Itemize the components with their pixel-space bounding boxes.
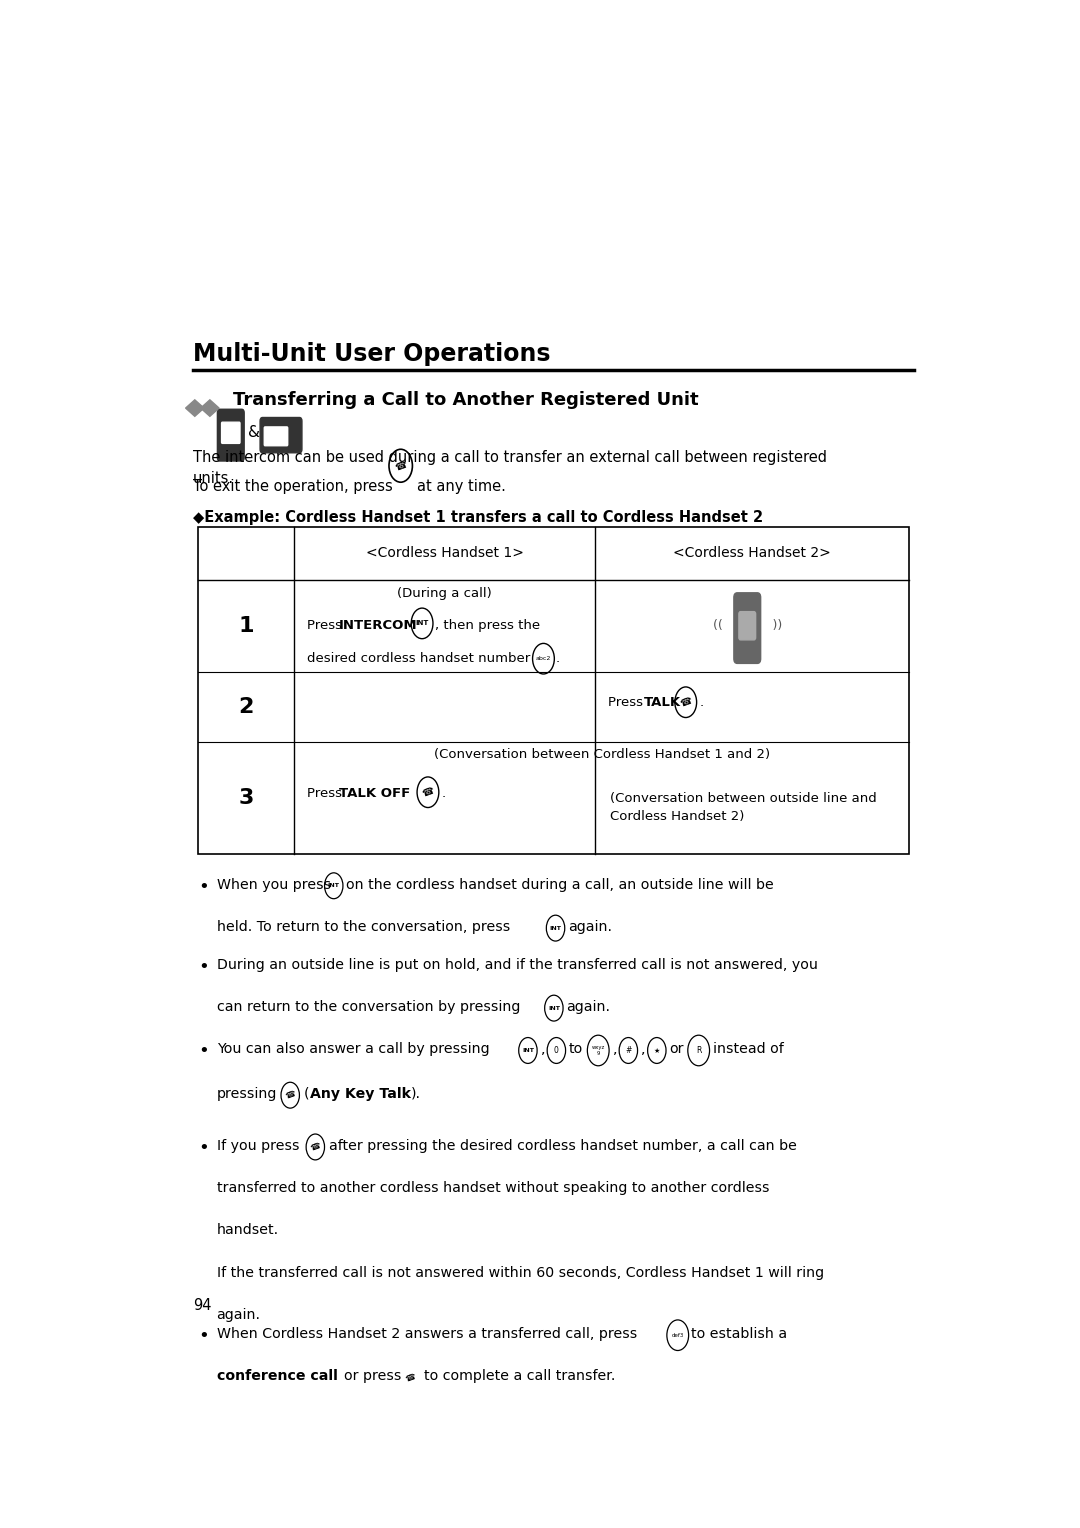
Text: INT: INT — [328, 883, 340, 888]
Text: #: # — [625, 1047, 632, 1054]
Text: again.: again. — [217, 1308, 260, 1322]
FancyBboxPatch shape — [217, 410, 244, 461]
Text: ☎: ☎ — [393, 458, 408, 472]
Text: wxyz
9: wxyz 9 — [592, 1045, 605, 1056]
FancyBboxPatch shape — [221, 422, 240, 443]
Text: You can also answer a call by pressing: You can also answer a call by pressing — [217, 1042, 489, 1056]
Text: ((: (( — [713, 619, 725, 633]
Text: (: ( — [303, 1086, 309, 1102]
Text: (Conversation between outside line and
Cordless Handset 2): (Conversation between outside line and C… — [610, 792, 877, 824]
Text: 2: 2 — [239, 697, 254, 717]
FancyBboxPatch shape — [260, 417, 302, 452]
Text: &: & — [248, 425, 260, 440]
Text: When you press: When you press — [217, 877, 330, 891]
Text: INT: INT — [522, 1048, 534, 1053]
Text: , then press the: , then press the — [435, 619, 541, 631]
Text: after pressing the desired cordless handset number, a call can be: after pressing the desired cordless hand… — [328, 1138, 797, 1152]
Text: again.: again. — [566, 999, 610, 1015]
Text: 1: 1 — [239, 616, 254, 636]
Text: ☎: ☎ — [404, 1372, 417, 1383]
FancyBboxPatch shape — [265, 426, 287, 446]
Text: (Conversation between Cordless Handset 1 and 2): (Conversation between Cordless Handset 1… — [433, 749, 770, 761]
Text: TALK OFF: TALK OFF — [339, 787, 410, 799]
Text: .: . — [442, 787, 445, 799]
Text: or: or — [670, 1042, 684, 1056]
Text: ).: ). — [410, 1086, 421, 1102]
Text: held. To return to the conversation, press: held. To return to the conversation, pre… — [217, 920, 510, 934]
Text: ◆Example: Cordless Handset 1 transfers a call to Cordless Handset 2: ◆Example: Cordless Handset 1 transfers a… — [193, 510, 764, 526]
Text: Multi-Unit User Operations: Multi-Unit User Operations — [193, 342, 551, 365]
Text: <Cordless Handset 1>: <Cordless Handset 1> — [366, 547, 524, 561]
Text: abc2: abc2 — [536, 656, 551, 662]
Text: def3: def3 — [672, 1332, 684, 1337]
Text: INTERCOM: INTERCOM — [339, 619, 418, 631]
Text: ,: , — [612, 1042, 617, 1056]
Text: ☎: ☎ — [309, 1141, 322, 1154]
Text: INT: INT — [550, 926, 562, 931]
Text: conference call: conference call — [217, 1369, 337, 1383]
Text: to complete a call transfer.: to complete a call transfer. — [424, 1369, 616, 1383]
Text: Press: Press — [608, 695, 647, 709]
Text: Transferring a Call to Another Registered Unit: Transferring a Call to Another Registere… — [233, 391, 699, 410]
Polygon shape — [201, 400, 219, 416]
Text: Press: Press — [307, 619, 346, 631]
Text: 0: 0 — [554, 1047, 558, 1054]
Text: 3: 3 — [239, 788, 254, 808]
Text: handset.: handset. — [217, 1224, 279, 1238]
Text: ☎: ☎ — [420, 785, 435, 799]
Text: •: • — [198, 958, 208, 975]
Text: or press: or press — [343, 1369, 401, 1383]
Text: ,: , — [540, 1042, 545, 1056]
Text: •: • — [198, 1326, 208, 1345]
Text: .: . — [699, 695, 703, 709]
Text: INT: INT — [416, 620, 429, 626]
Text: instead of: instead of — [713, 1042, 784, 1056]
Text: TALK: TALK — [644, 695, 681, 709]
Text: desired cordless handset number: desired cordless handset number — [307, 651, 535, 665]
Text: •: • — [198, 1138, 208, 1157]
Polygon shape — [186, 400, 204, 416]
Text: ,: , — [640, 1042, 646, 1056]
Text: INT: INT — [548, 1005, 559, 1010]
Text: Press: Press — [307, 787, 346, 799]
Text: pressing: pressing — [217, 1086, 276, 1102]
FancyBboxPatch shape — [739, 611, 756, 640]
Text: .: . — [556, 651, 561, 665]
Text: ☎: ☎ — [678, 695, 693, 709]
Text: •: • — [198, 877, 208, 895]
Text: To exit the operation, press: To exit the operation, press — [193, 478, 393, 494]
Text: •: • — [198, 1042, 208, 1060]
Text: (During a call): (During a call) — [397, 587, 492, 601]
Text: at any time.: at any time. — [418, 478, 507, 494]
Text: can return to the conversation by pressing: can return to the conversation by pressi… — [217, 999, 519, 1015]
Text: )): )) — [770, 619, 782, 633]
Text: again.: again. — [568, 920, 612, 934]
Text: ☎: ☎ — [284, 1089, 297, 1102]
Text: to establish a: to establish a — [691, 1326, 787, 1342]
Text: <Cordless Handset 2>: <Cordless Handset 2> — [674, 547, 832, 561]
Text: If you press: If you press — [217, 1138, 299, 1152]
Text: on the cordless handset during a call, an outside line will be: on the cordless handset during a call, a… — [347, 877, 774, 891]
Text: If the transferred call is not answered within 60 seconds, Cordless Handset 1 wi: If the transferred call is not answered … — [217, 1265, 824, 1280]
Text: During an outside line is put on hold, and if the transferred call is not answer: During an outside line is put on hold, a… — [217, 958, 818, 972]
Text: R: R — [696, 1047, 701, 1054]
Text: The intercom can be used during a call to transfer an external call between regi: The intercom can be used during a call t… — [193, 451, 827, 486]
Text: ★: ★ — [653, 1048, 660, 1053]
Text: When Cordless Handset 2 answers a transferred call, press: When Cordless Handset 2 answers a transf… — [217, 1326, 637, 1342]
Text: Any Key Talk: Any Key Talk — [310, 1086, 411, 1102]
FancyBboxPatch shape — [734, 593, 760, 663]
Text: to: to — [569, 1042, 583, 1056]
Bar — [198, 527, 909, 854]
Text: transferred to another cordless handset without speaking to another cordless: transferred to another cordless handset … — [217, 1181, 769, 1195]
Text: 94: 94 — [193, 1297, 212, 1313]
